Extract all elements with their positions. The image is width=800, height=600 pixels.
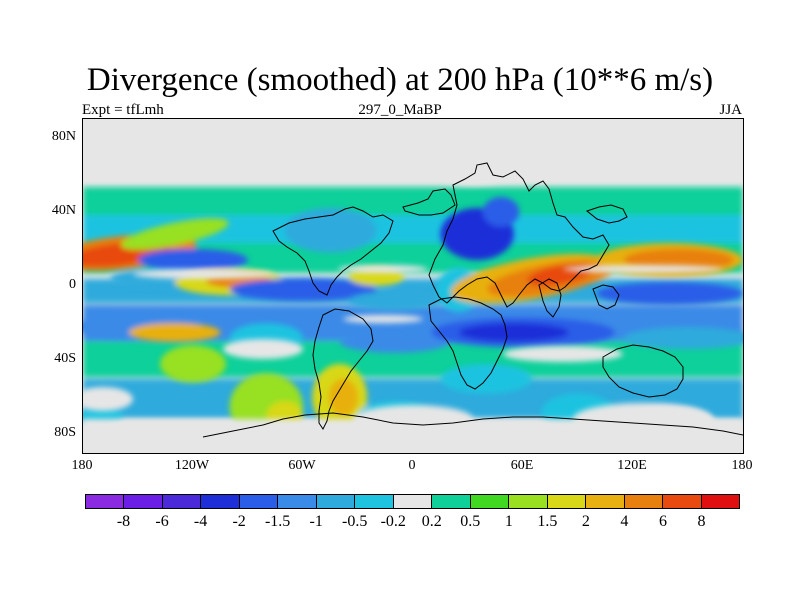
colorbar-box: [509, 494, 548, 509]
field-patch: [128, 323, 221, 342]
colorbar-box: [239, 494, 279, 509]
colorbar-box: [586, 494, 625, 509]
x-tick-label: 120E: [617, 458, 647, 473]
x-tick-label: 180: [731, 458, 753, 473]
colorbar-box: [432, 494, 471, 509]
colorbar-label: -8: [116, 513, 131, 530]
colorbar-box: [393, 494, 433, 509]
y-tick-label: 80N: [51, 128, 76, 144]
coastlines: [202, 162, 743, 438]
field-patch: [160, 345, 226, 383]
field-patch: [120, 218, 229, 250]
field-patch: [482, 197, 520, 227]
field-patch: [348, 291, 441, 311]
colorbar-label: 2: [581, 513, 590, 530]
colorbar-box: [663, 494, 702, 509]
colorbar-label: 8: [697, 513, 706, 530]
colorbar-box: [624, 494, 664, 509]
x-tick-label: 120W: [174, 458, 210, 473]
colorbar: [85, 494, 740, 509]
x-tick-label: 60W: [288, 458, 316, 473]
colorbar-label: 4: [620, 513, 629, 530]
field-patch: [339, 330, 450, 353]
colorbar-label: -1.5: [264, 513, 291, 530]
colorbar-box: [278, 494, 317, 509]
colorbar-label: 0.2: [421, 513, 442, 530]
x-tick-label: 180: [71, 458, 93, 473]
colorbar-label: 1: [504, 513, 513, 530]
field-patch: [328, 378, 358, 416]
colorbar-label: 6: [658, 513, 667, 530]
colorbar-label: -0.2: [380, 513, 406, 530]
colorbar-box: [316, 494, 356, 509]
colorbar-label: -1: [309, 513, 323, 530]
colorbar-label: -6: [155, 513, 169, 530]
x-tick-label: 0: [408, 458, 416, 473]
field-patch: [458, 323, 569, 342]
colorbar-label: -4: [193, 513, 208, 530]
colorbar-box: [201, 494, 240, 509]
colorbar-box: [124, 494, 163, 509]
y-tick-label: 80S: [54, 425, 76, 441]
y-tick-label: 0: [69, 277, 76, 292]
field-patch: [623, 326, 743, 350]
field-patch: [138, 248, 248, 272]
plot-title: Divergence (smoothed) at 200 hPa (10**6 …: [86, 62, 714, 98]
divergence-map: [82, 118, 744, 454]
case-label: 297_0_MaBP: [358, 102, 442, 118]
colorbar-label: 1.5: [537, 513, 558, 530]
y-tick-label: 40S: [54, 351, 76, 367]
colorbar-box: [701, 494, 740, 509]
colorbar-label: 0.5: [460, 513, 481, 530]
colorbar-label: -0.5: [342, 513, 368, 530]
colorbar-box: [85, 494, 125, 509]
x-tick-label: 60E: [510, 458, 534, 473]
field-patch: [284, 208, 377, 253]
colorbar-box: [355, 494, 394, 509]
field-patch: [596, 282, 743, 305]
experiment-label: Expt = tfLmh: [82, 102, 164, 118]
colorbar-label: -2: [232, 513, 246, 530]
field-patch: [229, 278, 377, 301]
colorbar-box: [162, 494, 202, 509]
colorbar-box: [470, 494, 510, 509]
colorbar-box: [547, 494, 587, 509]
season-label: JJA: [719, 102, 742, 118]
y-tick-label: 40N: [51, 202, 76, 218]
